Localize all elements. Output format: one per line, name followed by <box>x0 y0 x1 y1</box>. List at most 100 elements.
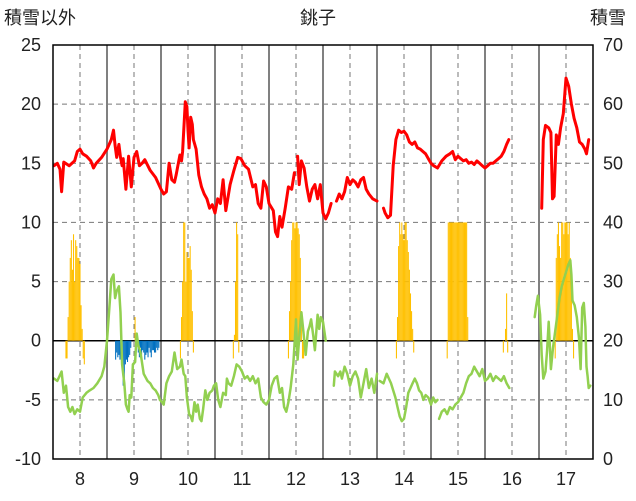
bar <box>504 328 507 341</box>
bar <box>296 222 298 341</box>
bar <box>563 234 565 341</box>
bar <box>396 317 399 341</box>
bar <box>570 293 572 341</box>
bar <box>460 222 462 341</box>
bar <box>143 340 145 353</box>
bar <box>153 340 156 353</box>
left-tick-label: -5 <box>25 390 41 410</box>
bar <box>466 222 468 341</box>
bar <box>68 281 70 341</box>
series-line <box>335 176 379 203</box>
bar <box>150 340 152 358</box>
bar <box>77 257 79 341</box>
bar <box>190 269 192 341</box>
bar <box>146 340 148 353</box>
bar <box>569 257 571 341</box>
bar <box>156 340 158 348</box>
bar <box>458 222 460 341</box>
bar <box>238 340 240 353</box>
bar <box>151 340 153 351</box>
bar <box>295 222 297 341</box>
left-tick-label: -10 <box>15 449 41 469</box>
bar <box>290 281 292 341</box>
bar <box>129 340 131 355</box>
bar <box>573 340 575 359</box>
bar <box>402 234 404 341</box>
bar <box>447 222 449 341</box>
bar <box>395 340 397 359</box>
bar <box>297 228 299 341</box>
bar <box>446 340 448 359</box>
bar <box>452 222 454 341</box>
bar <box>148 340 150 348</box>
bar <box>118 340 120 355</box>
bar <box>506 293 508 341</box>
right-axis-label: 積雪 <box>590 8 626 29</box>
left-axis-label: 積雪以外 <box>4 8 76 29</box>
bar <box>568 222 570 341</box>
bar <box>294 228 296 341</box>
x-tick-label: 16 <box>502 469 522 489</box>
bar <box>400 234 402 341</box>
series-line <box>52 273 327 423</box>
right-tick-label: 50 <box>603 153 623 173</box>
bar <box>69 257 71 341</box>
bar <box>70 240 72 341</box>
bar <box>293 222 295 341</box>
bar <box>184 222 186 341</box>
x-tick-label: 15 <box>448 469 468 489</box>
bar <box>401 222 403 341</box>
bar <box>407 252 409 341</box>
bar <box>567 234 569 341</box>
bar <box>183 222 185 341</box>
bar <box>186 252 188 341</box>
bar <box>232 340 234 359</box>
bar <box>149 340 151 353</box>
bar <box>147 340 149 358</box>
bar <box>117 340 119 358</box>
bar <box>288 311 291 341</box>
bar <box>65 340 67 359</box>
right-tick-label: 60 <box>603 94 623 114</box>
bar <box>398 246 400 341</box>
bar <box>119 340 121 360</box>
bar <box>182 281 184 341</box>
bar <box>292 222 294 341</box>
right-tick-label: 70 <box>603 35 623 55</box>
chart-title: 銚子 <box>300 8 336 29</box>
bar <box>78 257 80 341</box>
bar <box>71 269 73 341</box>
bar <box>555 257 557 341</box>
left-tick-label: 25 <box>21 35 41 55</box>
bar <box>566 222 568 341</box>
left-tick-label: 5 <box>31 272 41 292</box>
bar <box>455 222 457 341</box>
bar <box>236 222 238 341</box>
bar <box>233 334 235 341</box>
x-tick-label: 10 <box>178 469 198 489</box>
bar <box>155 340 157 353</box>
bar <box>128 340 130 358</box>
tick-labels: -10 -5 0 5 10 15 20 25 0 10 20 30 40 50 60 70 8 9 10 11 12 13… <box>15 35 623 489</box>
bar <box>191 311 193 341</box>
left-tick-label: 0 <box>31 331 41 351</box>
bar <box>405 222 407 341</box>
bar <box>115 340 117 360</box>
bar <box>454 222 456 341</box>
series-line <box>332 365 379 399</box>
bar <box>81 328 83 341</box>
bar <box>291 240 293 341</box>
series-line <box>296 154 333 221</box>
bar <box>189 246 191 341</box>
bar <box>234 281 237 341</box>
series-line <box>382 128 511 220</box>
bar <box>461 222 463 341</box>
plot-frame <box>52 44 594 460</box>
bar <box>185 281 187 341</box>
bar <box>412 328 414 341</box>
bar <box>188 257 190 341</box>
bar <box>123 340 125 379</box>
bar <box>557 222 559 341</box>
bar <box>76 246 78 341</box>
bar <box>462 222 464 341</box>
